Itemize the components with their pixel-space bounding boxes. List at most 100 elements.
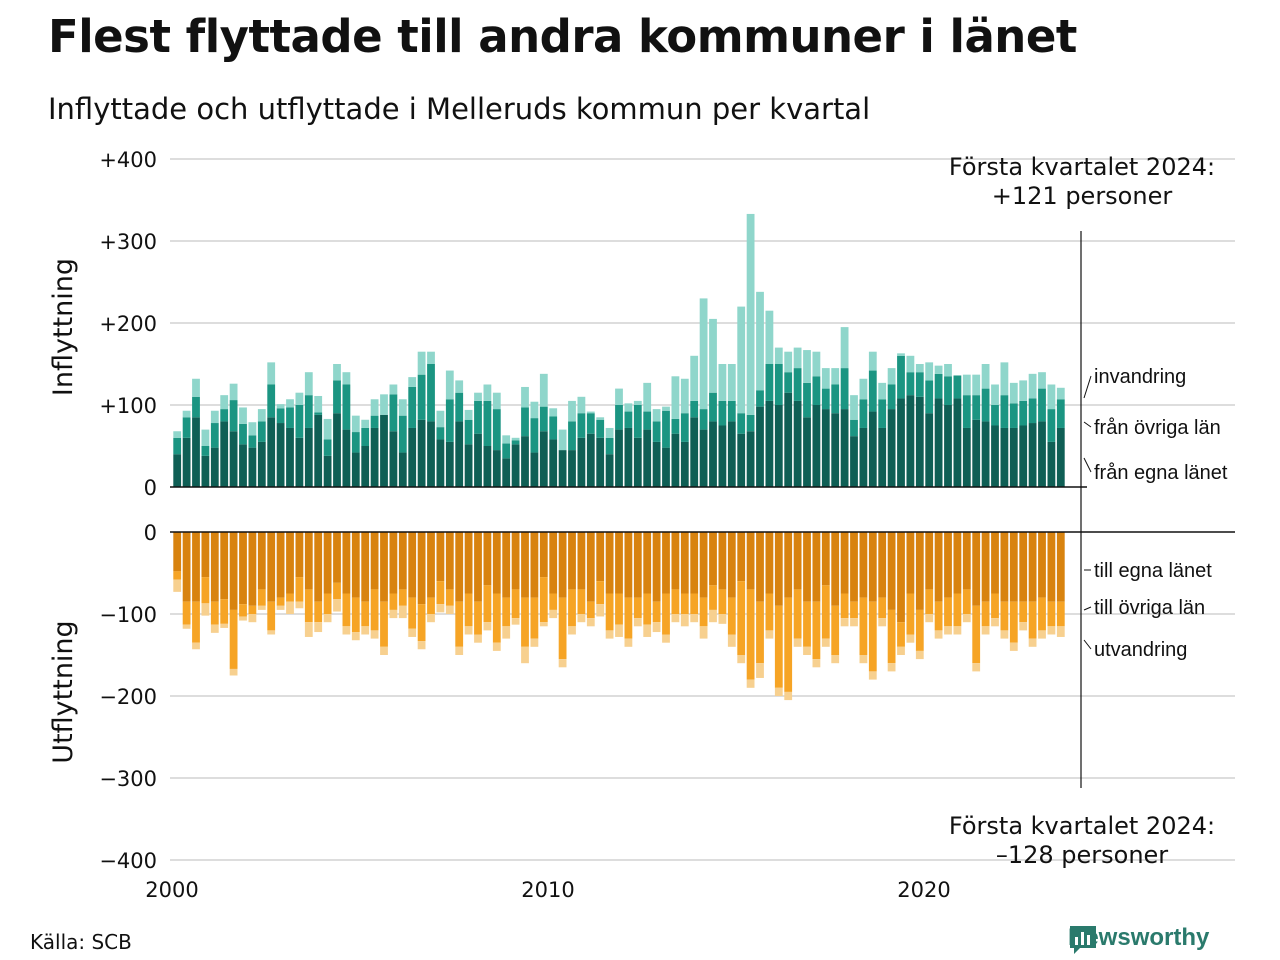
bar-inflyttning	[267, 384, 276, 418]
bar-utflyttning	[868, 671, 877, 680]
bar-utflyttning	[351, 632, 360, 641]
bar-inflyttning	[389, 384, 398, 395]
bar-inflyttning	[455, 392, 464, 422]
bar-inflyttning	[652, 421, 661, 442]
bar-inflyttning	[342, 429, 351, 487]
bar-inflyttning	[709, 318, 717, 393]
bar-utflyttning	[492, 642, 501, 651]
bar-inflyttning	[878, 382, 887, 400]
bar-inflyttning	[633, 400, 642, 405]
bar-inflyttning	[868, 370, 877, 412]
bar-inflyttning	[803, 350, 811, 383]
bar-utflyttning	[370, 630, 379, 639]
bar-utflyttning	[671, 614, 680, 623]
bar-utflyttning	[850, 618, 858, 627]
bar-utflyttning	[333, 599, 341, 612]
bar-inflyttning	[464, 419, 473, 445]
bar-inflyttning	[276, 404, 285, 409]
bar-inflyttning	[192, 396, 200, 418]
bar-inflyttning	[746, 414, 755, 432]
bar-utflyttning	[286, 532, 294, 594]
bar-utflyttning	[1019, 532, 1028, 602]
bar-inflyttning	[201, 446, 210, 456]
bar-inflyttning	[727, 364, 736, 401]
bar-utflyttning	[286, 601, 294, 614]
bar-utflyttning	[417, 532, 426, 605]
bar-utflyttning	[192, 601, 200, 643]
bar-inflyttning	[511, 440, 520, 445]
bar-utflyttning	[220, 599, 229, 624]
bar-inflyttning	[427, 421, 435, 487]
bar-inflyttning	[680, 441, 689, 487]
bar-inflyttning	[436, 410, 445, 428]
bar-utflyttning	[474, 532, 482, 602]
bar-utflyttning	[878, 618, 887, 627]
bar-inflyttning	[737, 413, 746, 434]
y-axis-label-bottom: Utflyttning	[48, 620, 79, 763]
bar-inflyttning	[492, 392, 501, 410]
bar-inflyttning	[615, 388, 623, 405]
bar-inflyttning	[436, 439, 445, 487]
bar-utflyttning	[304, 622, 313, 637]
series-label-top: från övriga län	[1094, 417, 1221, 439]
bar-utflyttning	[1038, 597, 1046, 631]
bar-inflyttning	[389, 394, 398, 432]
bar-utflyttning	[821, 585, 830, 639]
newsworthy-logo: Newsworthy	[1068, 924, 1209, 954]
bar-inflyttning	[333, 364, 341, 381]
bar-utflyttning	[709, 585, 717, 610]
y-axis-label-top: Inflyttning	[48, 258, 79, 396]
bar-inflyttning	[765, 364, 774, 401]
bar-inflyttning	[257, 441, 266, 487]
bar-inflyttning	[445, 370, 454, 400]
bar-utflyttning	[615, 593, 623, 625]
bar-utflyttning	[182, 601, 191, 625]
bar-utflyttning	[831, 655, 840, 664]
bar-inflyttning	[408, 386, 417, 428]
bar-utflyttning	[859, 597, 868, 655]
bar-utflyttning	[267, 601, 276, 631]
bar-inflyttning	[474, 400, 482, 434]
bar-inflyttning	[173, 431, 182, 438]
bar-utflyttning	[182, 624, 191, 629]
bar-inflyttning	[323, 418, 332, 440]
bar-inflyttning	[1028, 423, 1037, 487]
leader-line-bottom	[1083, 606, 1092, 611]
bar-inflyttning	[596, 419, 605, 438]
bar-utflyttning	[803, 532, 811, 602]
bar-utflyttning	[239, 604, 247, 617]
bar-inflyttning	[944, 364, 952, 377]
bar-utflyttning	[173, 571, 182, 580]
bar-utflyttning	[756, 663, 764, 678]
bar-utflyttning	[351, 597, 360, 633]
bar-utflyttning	[887, 532, 896, 610]
bar-utflyttning	[821, 532, 830, 586]
bar-inflyttning	[492, 450, 501, 487]
bar-utflyttning	[229, 668, 238, 676]
bar-utflyttning	[1047, 532, 1056, 602]
bar-utflyttning	[1009, 601, 1018, 643]
bar-inflyttning	[962, 395, 971, 428]
bar-inflyttning	[586, 411, 595, 414]
bar-utflyttning	[295, 532, 304, 578]
bar-utflyttning	[192, 642, 200, 650]
bar-utflyttning	[1000, 532, 1009, 602]
bar-utflyttning	[737, 655, 746, 664]
bar-utflyttning	[558, 532, 567, 598]
bar-utflyttning	[248, 605, 257, 614]
bar-inflyttning	[915, 396, 924, 487]
bar-inflyttning	[850, 419, 858, 437]
bar-utflyttning	[389, 532, 398, 594]
bar-inflyttning	[821, 388, 830, 410]
bar-utflyttning	[662, 634, 670, 643]
bar-inflyttning	[981, 388, 990, 422]
bar-inflyttning	[502, 435, 511, 444]
bar-inflyttning	[568, 421, 576, 451]
bar-utflyttning	[1009, 532, 1018, 602]
bar-inflyttning	[351, 432, 360, 453]
bar-inflyttning	[671, 376, 680, 419]
bar-inflyttning	[408, 427, 417, 487]
bar-inflyttning	[774, 364, 783, 405]
bar-utflyttning	[981, 601, 990, 627]
